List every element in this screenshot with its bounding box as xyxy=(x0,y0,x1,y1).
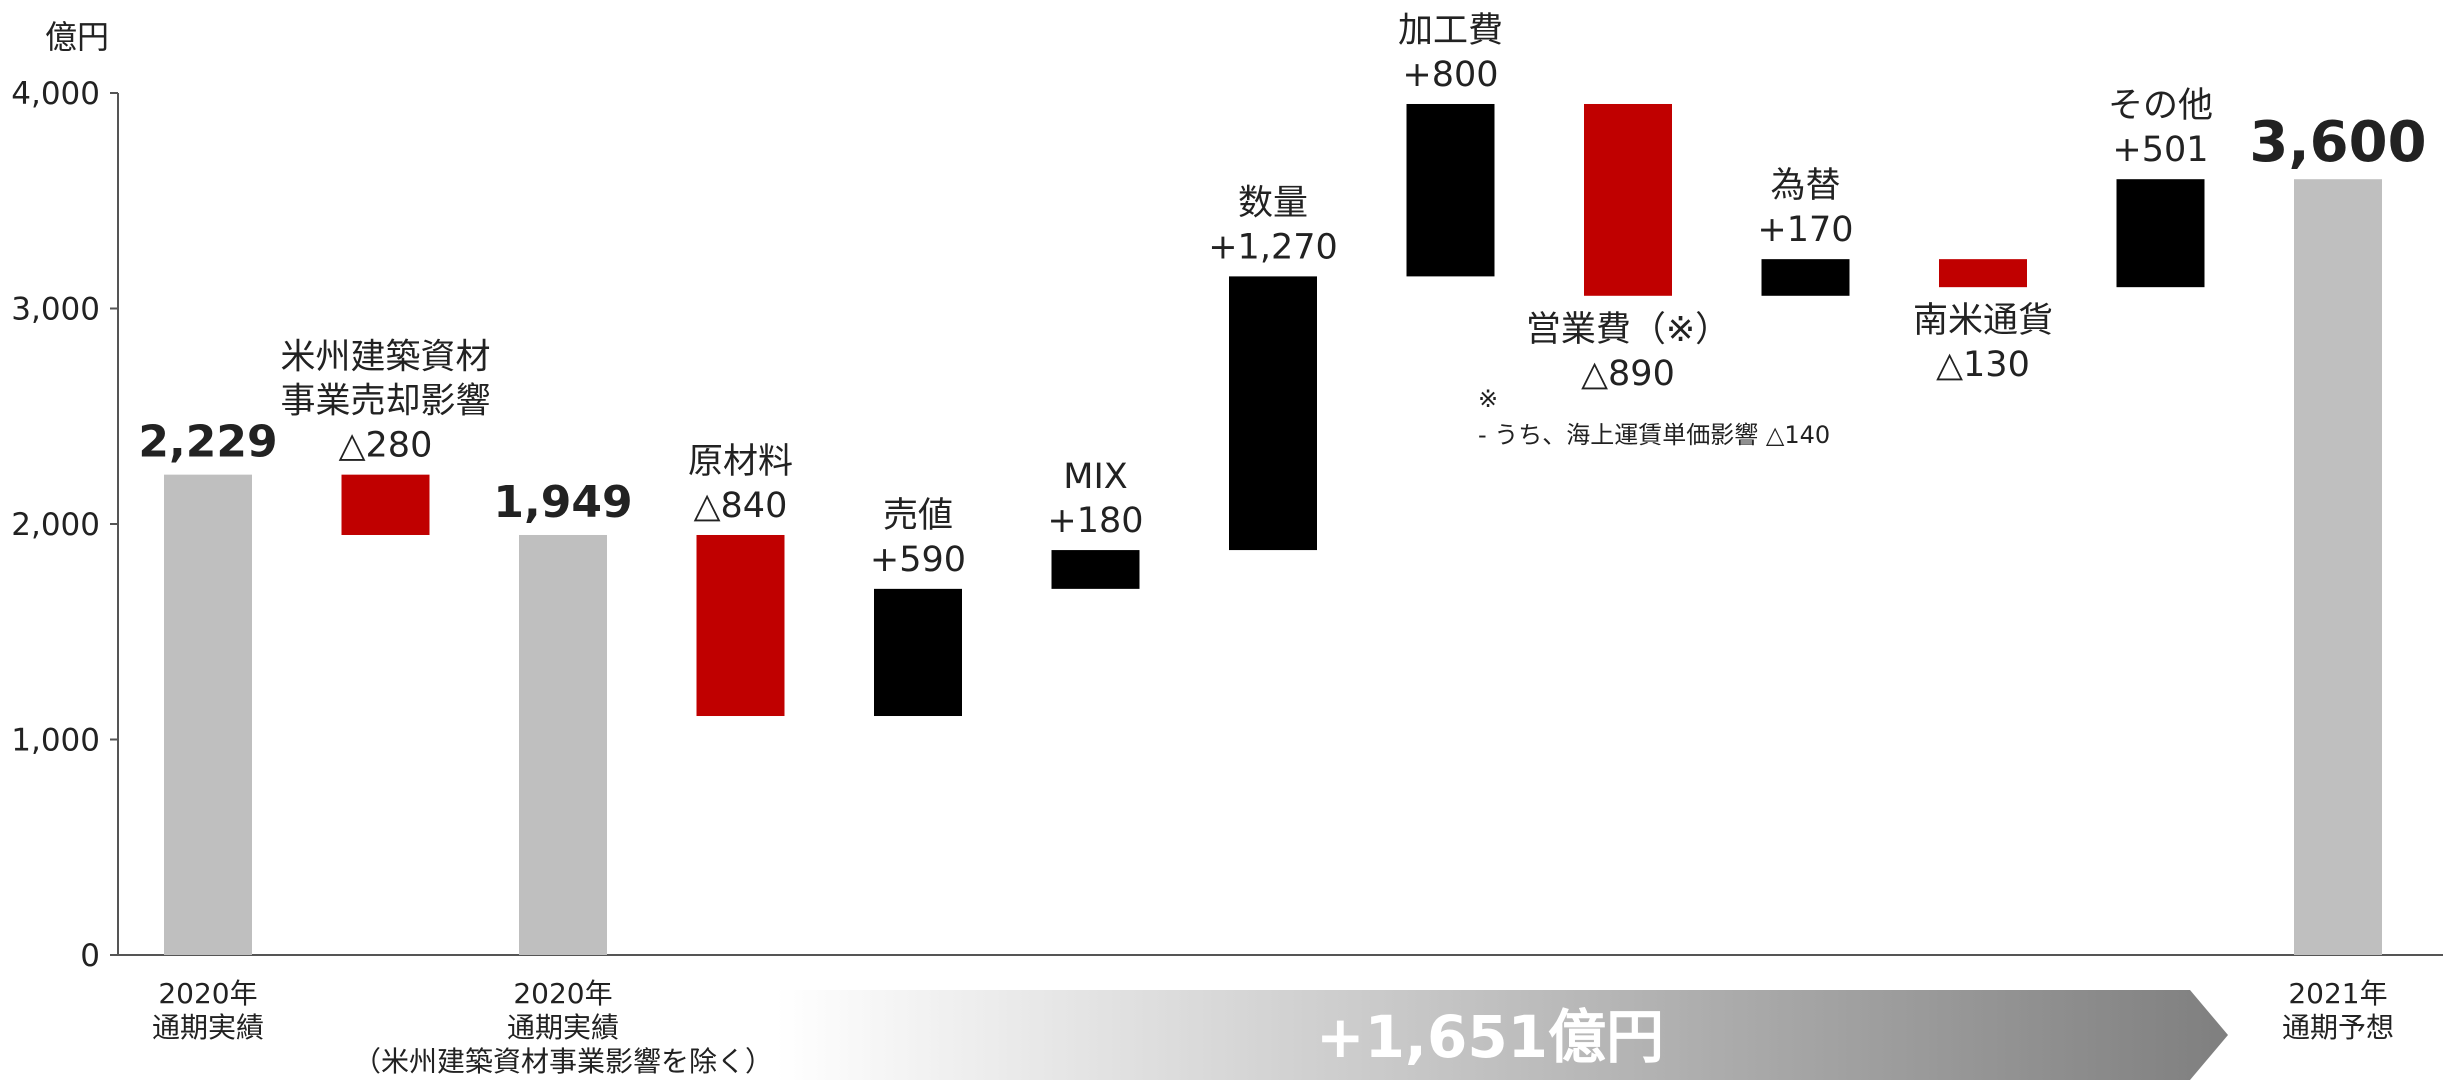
x-category-label: 2020年 xyxy=(158,977,257,1010)
bar-name-label: 数量 xyxy=(1238,183,1308,223)
bar-name-label: 売値 xyxy=(883,496,953,536)
y-tick-label: 0 xyxy=(80,938,100,974)
bar-name-label: 加工費 xyxy=(1398,11,1503,51)
bar-total xyxy=(2294,179,2382,955)
bar-increase xyxy=(1762,259,1850,296)
bar-name-label: 米州建築資材 xyxy=(280,338,490,378)
y-tick-label: 1,000 xyxy=(11,723,100,759)
bar-total xyxy=(164,475,252,955)
bar-value-label: △130 xyxy=(1936,345,2030,385)
bar-increase xyxy=(1407,104,1495,276)
bar-value-label: △890 xyxy=(1581,354,1675,394)
bar-value-label: +501 xyxy=(2112,130,2208,170)
y-axis-unit: 億円 xyxy=(45,18,109,56)
bar-increase xyxy=(1229,276,1317,550)
x-category-label: 2020年 xyxy=(513,977,612,1010)
bar-name-label: MIX xyxy=(1063,457,1128,497)
bar-decrease xyxy=(697,535,785,716)
bar-name-label: 南米通貨 xyxy=(1913,301,2053,341)
bar-increase xyxy=(874,589,962,716)
footnote-text: - うち、海上運賃単価影響 △140 xyxy=(1478,421,1830,449)
bar-increase xyxy=(1052,550,1140,589)
summary-arrow-label: +1,651億円 xyxy=(1316,1003,1664,1071)
x-category-label: 通期予想 xyxy=(2282,1011,2394,1044)
bar-value-label: +800 xyxy=(1402,55,1498,95)
bar-value-label: +1,270 xyxy=(1208,227,1338,267)
footnote: ※ - うち、海上運賃単価影響 △140 xyxy=(1478,385,1830,449)
bar-value-label: +590 xyxy=(870,540,966,580)
bar-name-label: 営業費（※） xyxy=(1526,310,1730,350)
bar-increase xyxy=(2117,179,2205,287)
bar-value-label: △840 xyxy=(694,486,788,526)
total-value-label: 3,600 xyxy=(2249,110,2426,175)
total-value-label: 1,949 xyxy=(493,477,632,528)
bar-value-label: +170 xyxy=(1757,210,1853,250)
bar-decrease xyxy=(1584,104,1672,296)
x-category-label: 通期実績 xyxy=(152,1011,264,1044)
bar-name-label: その他 xyxy=(2108,86,2213,126)
y-tick-label: 2,000 xyxy=(11,507,100,543)
bar-value-label: +180 xyxy=(1047,501,1143,541)
x-category-label: 通期実績 xyxy=(507,1011,619,1044)
bar-value-label: △280 xyxy=(339,426,433,466)
summary-arrow: +1,651億円 xyxy=(776,990,2228,1080)
total-value-label: 2,229 xyxy=(138,417,277,468)
y-tick-label: 4,000 xyxy=(11,76,100,112)
bar-decrease xyxy=(342,475,430,535)
y-tick-label: 3,000 xyxy=(11,292,100,328)
x-category-label: （米州建築資材事業影響を除く） xyxy=(353,1045,773,1078)
x-category-label: 2021年 xyxy=(2288,977,2387,1010)
footnote-mark: ※ xyxy=(1478,385,1498,413)
bar-name-label: 為替 xyxy=(1770,166,1840,206)
bar-decrease xyxy=(1939,259,2027,287)
bar-name-label: 原材料 xyxy=(688,442,793,482)
bar-name-label: 事業売却影響 xyxy=(280,382,490,422)
bar-total xyxy=(519,535,607,955)
